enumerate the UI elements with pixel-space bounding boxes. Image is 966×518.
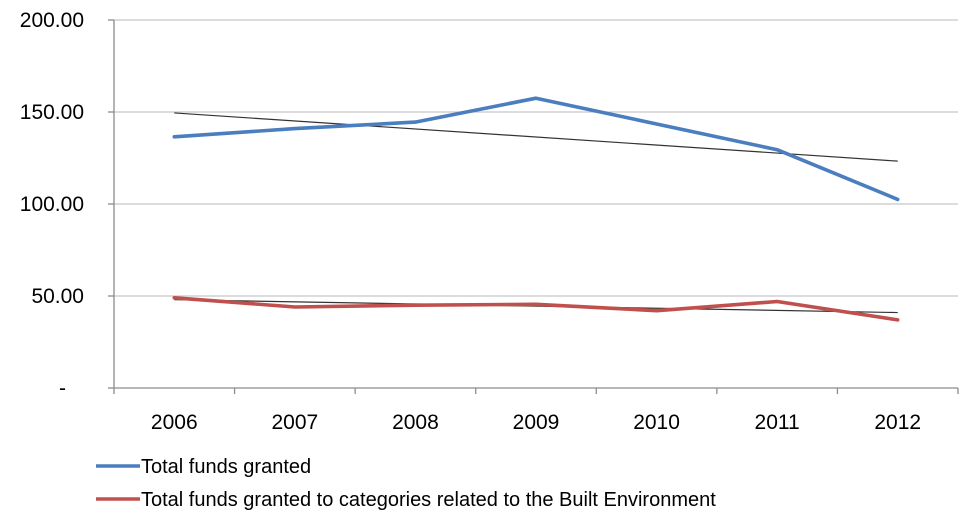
legend-label: Total funds granted — [141, 456, 311, 478]
y-tick-label: - — [59, 377, 66, 400]
x-tick-label: 2008 — [392, 411, 439, 434]
trendline — [174, 112, 898, 162]
legend-label: Total funds granted to categories relate… — [141, 489, 716, 511]
series-line — [172, 96, 900, 202]
axes — [108, 19, 959, 394]
y-tick-label: 200.00 — [20, 9, 84, 32]
x-tick-label: 2010 — [633, 411, 680, 434]
y-tick-labels: - 50.00 100.00 150.00 200.00 — [20, 9, 84, 400]
trendline — [174, 299, 898, 314]
x-tick-label: 2007 — [271, 411, 318, 434]
x-tick-labels: 2006 2007 2008 2009 2010 2011 2012 — [151, 411, 921, 434]
x-tick-label: 2012 — [874, 411, 921, 434]
legend: Total funds granted Total funds granted t… — [96, 456, 716, 511]
series-line — [172, 295, 900, 322]
y-tick-label: 50.00 — [31, 285, 84, 308]
x-tick-label: 2011 — [755, 411, 800, 434]
gridlines — [114, 19, 958, 297]
y-tick-label: 150.00 — [20, 101, 84, 124]
x-tick-label: 2009 — [513, 411, 560, 434]
data-series — [172, 96, 900, 322]
y-tick-label: 100.00 — [20, 193, 84, 216]
trendlines — [174, 112, 898, 314]
x-tick-label: 2006 — [151, 411, 198, 434]
